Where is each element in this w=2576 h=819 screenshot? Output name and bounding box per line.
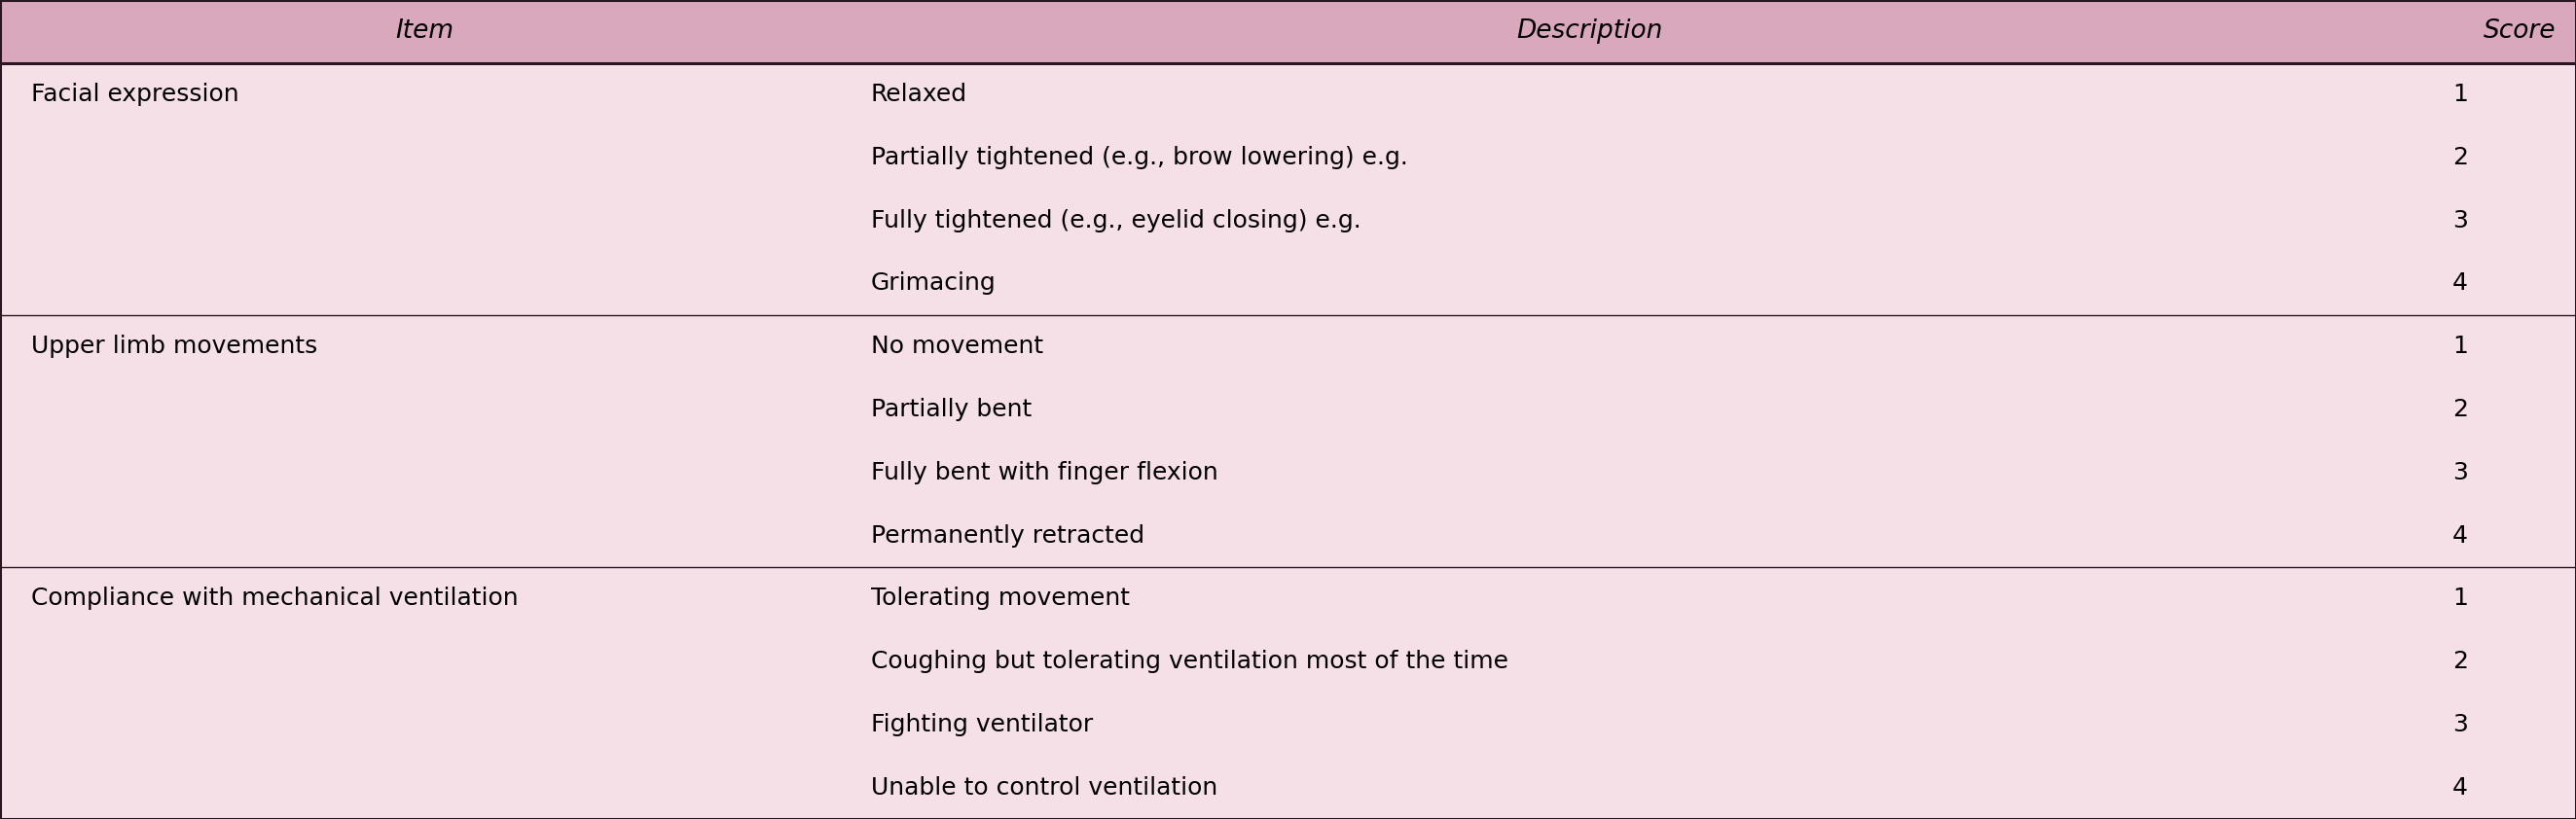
- Bar: [0, 0, 2576, 63]
- Text: Relaxed: Relaxed: [871, 83, 966, 106]
- Text: Permanently retracted: Permanently retracted: [871, 524, 1144, 547]
- Text: 4: 4: [2452, 776, 2468, 799]
- Text: Partially tightened (e.g., brow lowering) e.g.: Partially tightened (e.g., brow lowering…: [871, 146, 1406, 170]
- Text: Compliance with mechanical ventilation: Compliance with mechanical ventilation: [31, 587, 518, 610]
- Text: Score: Score: [2483, 19, 2555, 44]
- Text: Coughing but tolerating ventilation most of the time: Coughing but tolerating ventilation most…: [871, 649, 1507, 673]
- Text: 1: 1: [2452, 335, 2468, 358]
- Text: Description: Description: [1517, 19, 1662, 44]
- Text: Grimacing: Grimacing: [871, 272, 997, 295]
- Text: 1: 1: [2452, 587, 2468, 610]
- Text: Partially bent: Partially bent: [871, 398, 1030, 421]
- Text: Fighting ventilator: Fighting ventilator: [871, 713, 1092, 736]
- Text: 3: 3: [2452, 713, 2468, 736]
- Text: 4: 4: [2452, 524, 2468, 547]
- Text: Fully bent with finger flexion: Fully bent with finger flexion: [871, 461, 1218, 484]
- Text: Upper limb movements: Upper limb movements: [31, 335, 317, 358]
- Text: Tolerating movement: Tolerating movement: [871, 587, 1128, 610]
- Text: 3: 3: [2452, 209, 2468, 232]
- Text: 2: 2: [2452, 398, 2468, 421]
- Text: No movement: No movement: [871, 335, 1043, 358]
- Text: Item: Item: [397, 19, 453, 44]
- Text: 1: 1: [2452, 83, 2468, 106]
- Text: Fully tightened (e.g., eyelid closing) e.g.: Fully tightened (e.g., eyelid closing) e…: [871, 209, 1360, 232]
- Text: 4: 4: [2452, 272, 2468, 295]
- Text: 3: 3: [2452, 461, 2468, 484]
- Text: 2: 2: [2452, 146, 2468, 170]
- Text: Facial expression: Facial expression: [31, 83, 240, 106]
- Text: 2: 2: [2452, 649, 2468, 673]
- Text: Unable to control ventilation: Unable to control ventilation: [871, 776, 1218, 799]
